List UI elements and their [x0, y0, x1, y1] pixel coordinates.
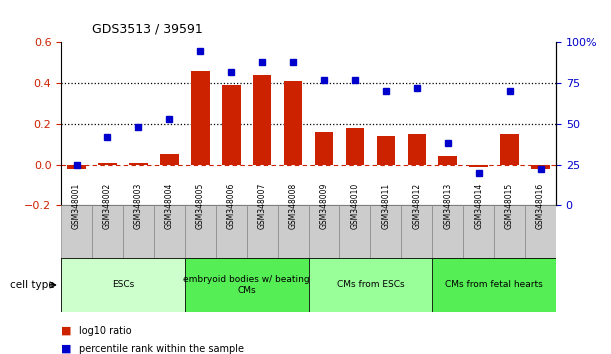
FancyBboxPatch shape	[247, 205, 277, 258]
Text: percentile rank within the sample: percentile rank within the sample	[79, 344, 244, 354]
Bar	[408, 134, 426, 165]
FancyBboxPatch shape	[340, 205, 370, 258]
FancyBboxPatch shape	[525, 205, 556, 258]
Bar	[98, 162, 117, 165]
FancyBboxPatch shape	[494, 205, 525, 258]
Text: embryoid bodies w/ beating
CMs: embryoid bodies w/ beating CMs	[183, 275, 310, 295]
Text: ■: ■	[61, 326, 71, 336]
Bar	[531, 165, 550, 169]
FancyBboxPatch shape	[123, 205, 154, 258]
FancyBboxPatch shape	[463, 205, 494, 258]
Bar	[191, 71, 210, 165]
Bar	[469, 165, 488, 167]
FancyBboxPatch shape	[61, 258, 185, 312]
Bar	[67, 165, 86, 169]
FancyBboxPatch shape	[433, 258, 556, 312]
Bar	[346, 128, 364, 165]
Text: GSM348014: GSM348014	[474, 183, 483, 229]
Text: GSM348013: GSM348013	[443, 183, 452, 229]
Text: GSM348003: GSM348003	[134, 183, 143, 229]
Bar	[253, 75, 271, 165]
Text: CMs from fetal hearts: CMs from fetal hearts	[445, 280, 543, 290]
Bar	[222, 85, 241, 165]
FancyBboxPatch shape	[309, 205, 340, 258]
Text: cell type: cell type	[10, 280, 55, 290]
FancyBboxPatch shape	[370, 205, 401, 258]
FancyBboxPatch shape	[277, 205, 309, 258]
Bar	[500, 134, 519, 165]
FancyBboxPatch shape	[433, 205, 463, 258]
Bar	[129, 162, 148, 165]
Text: ESCs: ESCs	[112, 280, 134, 290]
Text: GSM348008: GSM348008	[288, 183, 298, 229]
FancyBboxPatch shape	[309, 258, 433, 312]
Text: GSM348005: GSM348005	[196, 183, 205, 229]
Bar	[439, 156, 457, 165]
Text: GSM348004: GSM348004	[165, 183, 174, 229]
FancyBboxPatch shape	[92, 205, 123, 258]
Text: GSM348009: GSM348009	[320, 183, 329, 229]
Text: GSM348006: GSM348006	[227, 183, 236, 229]
Text: ■: ■	[61, 344, 71, 354]
Text: GSM348016: GSM348016	[536, 183, 545, 229]
FancyBboxPatch shape	[61, 205, 92, 258]
Bar	[284, 81, 302, 165]
FancyBboxPatch shape	[216, 205, 247, 258]
Text: CMs from ESCs: CMs from ESCs	[337, 280, 404, 290]
Text: GDS3513 / 39591: GDS3513 / 39591	[92, 22, 202, 35]
Text: GSM348007: GSM348007	[258, 183, 266, 229]
Bar	[160, 154, 178, 165]
Text: GSM348015: GSM348015	[505, 183, 514, 229]
Text: GSM348011: GSM348011	[381, 183, 390, 229]
FancyBboxPatch shape	[185, 205, 216, 258]
FancyBboxPatch shape	[154, 205, 185, 258]
Text: GSM348012: GSM348012	[412, 183, 422, 229]
Text: GSM348002: GSM348002	[103, 183, 112, 229]
Text: GSM348010: GSM348010	[351, 183, 359, 229]
Bar	[376, 136, 395, 165]
Text: GSM348001: GSM348001	[72, 183, 81, 229]
FancyBboxPatch shape	[185, 258, 309, 312]
Text: log10 ratio: log10 ratio	[79, 326, 132, 336]
Bar	[315, 132, 334, 165]
FancyBboxPatch shape	[401, 205, 433, 258]
